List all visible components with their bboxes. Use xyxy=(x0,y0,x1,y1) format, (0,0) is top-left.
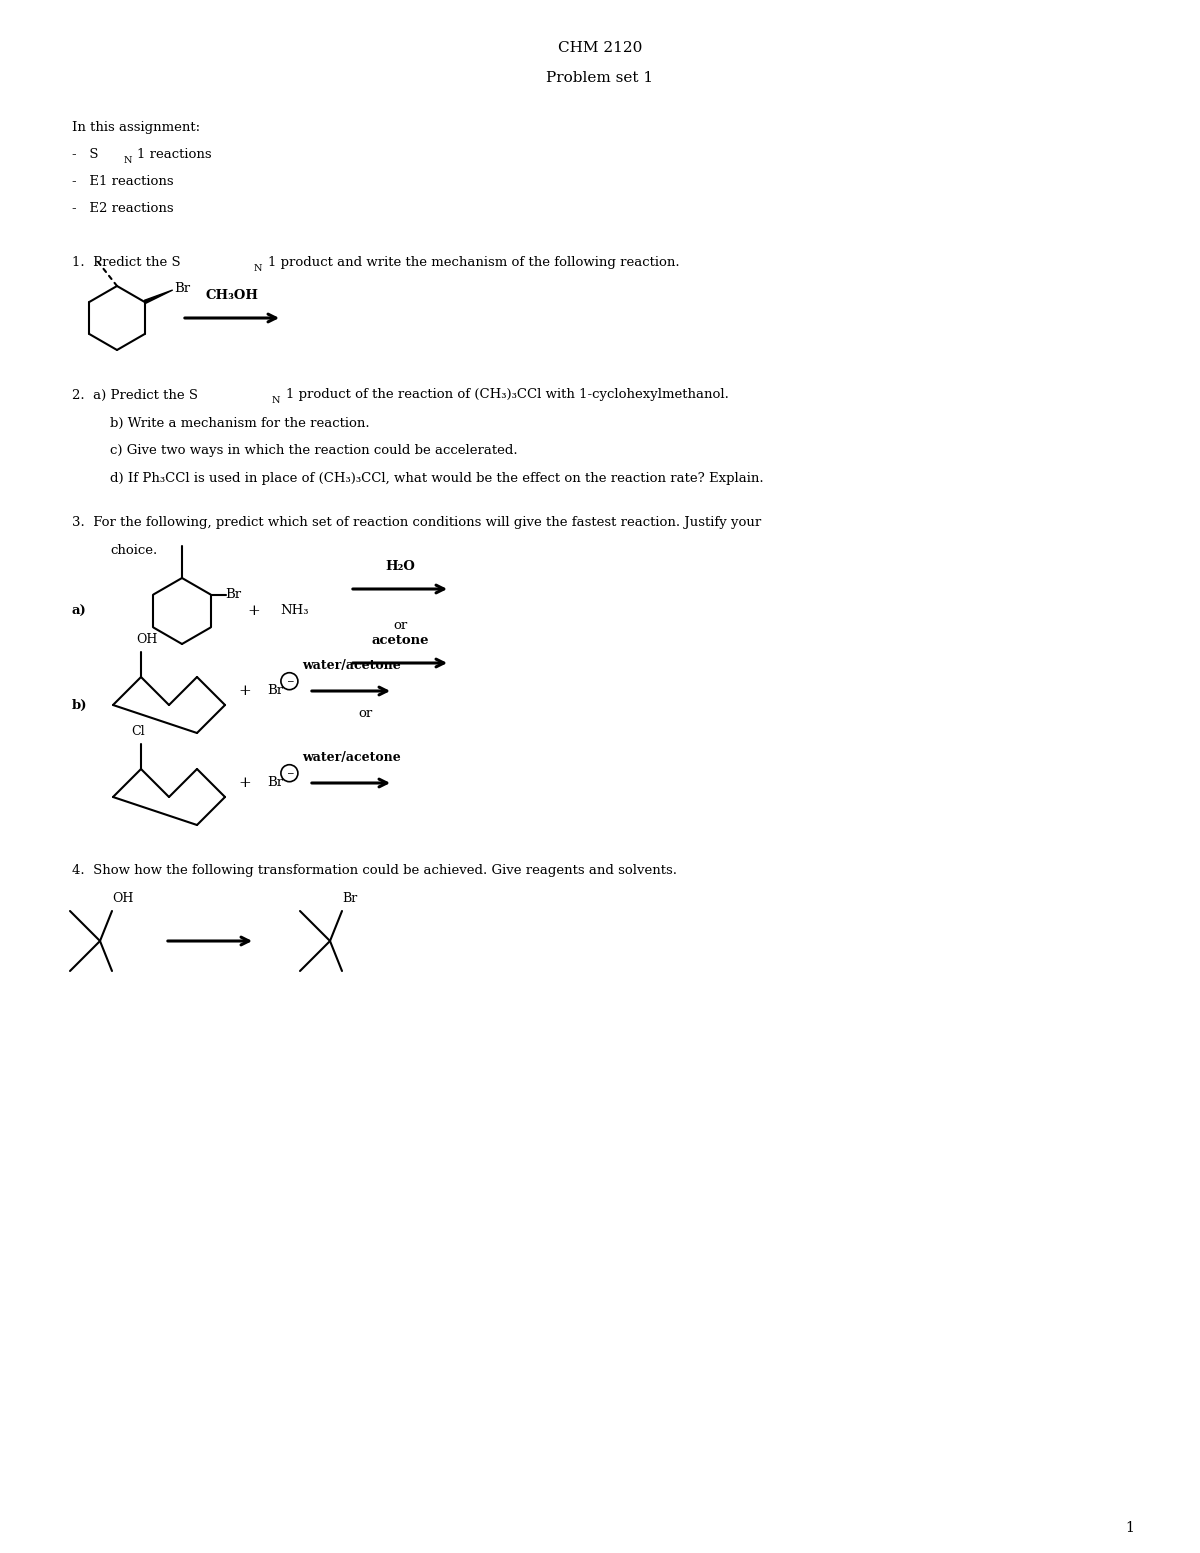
Text: water/acetone: water/acetone xyxy=(301,752,401,764)
Text: 1 reactions: 1 reactions xyxy=(137,149,211,162)
Text: N: N xyxy=(254,264,263,273)
Text: 1.  Predict the S: 1. Predict the S xyxy=(72,256,181,270)
Text: 2.  a) Predict the S: 2. a) Predict the S xyxy=(72,388,198,402)
Text: +: + xyxy=(239,776,251,790)
Text: b): b) xyxy=(72,699,88,711)
Text: a): a) xyxy=(72,604,86,618)
Text: 3.  For the following, predict which set of reaction conditions will give the fa: 3. For the following, predict which set … xyxy=(72,517,761,530)
Text: N: N xyxy=(272,396,281,405)
Text: 1 product of the reaction of (CH₃)₃CCl with 1-cyclohexylmethanol.: 1 product of the reaction of (CH₃)₃CCl w… xyxy=(286,388,728,402)
Text: 4.  Show how the following transformation could be achieved. Give reagents and s: 4. Show how the following transformation… xyxy=(72,865,677,877)
Text: +: + xyxy=(239,683,251,697)
Text: Br: Br xyxy=(266,776,283,789)
Text: -   S: - S xyxy=(72,149,98,162)
Text: +: + xyxy=(247,604,260,618)
Text: choice.: choice. xyxy=(110,545,157,558)
Text: -   E1 reactions: - E1 reactions xyxy=(72,175,174,188)
Text: Br: Br xyxy=(175,283,191,295)
Polygon shape xyxy=(145,290,173,304)
Text: Br: Br xyxy=(342,893,358,905)
Text: In this assignment:: In this assignment: xyxy=(72,121,200,135)
Text: H₂O: H₂O xyxy=(385,561,415,573)
Text: N: N xyxy=(124,157,132,166)
Text: OH: OH xyxy=(112,893,133,905)
Text: -   E2 reactions: - E2 reactions xyxy=(72,202,174,216)
Text: Cl: Cl xyxy=(131,725,145,738)
Text: Br: Br xyxy=(226,589,241,601)
Text: 1 product and write the mechanism of the following reaction.: 1 product and write the mechanism of the… xyxy=(268,256,679,270)
Text: −: − xyxy=(286,677,293,686)
Text: c) Give two ways in which the reaction could be accelerated.: c) Give two ways in which the reaction c… xyxy=(110,444,517,458)
Text: or: or xyxy=(392,620,407,632)
Text: NH₃: NH₃ xyxy=(280,604,308,618)
Text: 1: 1 xyxy=(1126,1520,1134,1534)
Text: OH: OH xyxy=(136,634,157,646)
Text: Problem set 1: Problem set 1 xyxy=(546,71,654,85)
Text: CH₃OH: CH₃OH xyxy=(205,289,258,303)
Text: Br: Br xyxy=(266,685,283,697)
Text: or: or xyxy=(359,707,373,721)
Text: b) Write a mechanism for the reaction.: b) Write a mechanism for the reaction. xyxy=(110,416,370,430)
Text: d) If Ph₃CCl is used in place of (CH₃)₃CCl, what would be the effect on the reac: d) If Ph₃CCl is used in place of (CH₃)₃C… xyxy=(110,472,763,486)
Text: CHM 2120: CHM 2120 xyxy=(558,40,642,54)
Text: water/acetone: water/acetone xyxy=(301,660,401,672)
Text: acetone: acetone xyxy=(371,635,428,648)
Text: −: − xyxy=(286,769,293,778)
